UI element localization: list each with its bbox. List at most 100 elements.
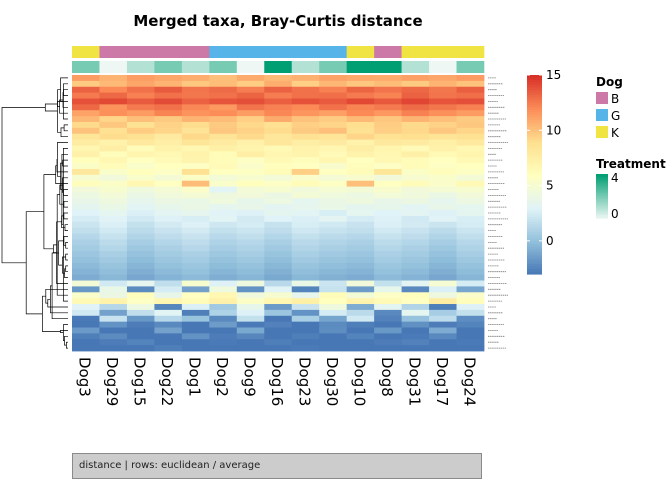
color-scale-tick-label: 10 (546, 123, 561, 137)
heatmap-cell (319, 333, 348, 340)
column-labels: Dog3 Dog29 Dog15 Dog22 Dog1 Dog2 Dog9 Dog16 Dog2… (76, 357, 479, 406)
dendrogram-branch (42, 295, 61, 332)
heatmap-cell (319, 239, 348, 246)
heatmap-cell (181, 121, 210, 129)
heatmap-cell (346, 215, 375, 223)
heatmap-cell (99, 333, 128, 340)
heatmap-cell (346, 333, 375, 340)
heatmap-cell (456, 151, 485, 158)
heatmap-cell (209, 245, 238, 252)
heatmap-cell (401, 121, 430, 129)
heatmap-cell (99, 298, 128, 305)
heatmap-cell (264, 186, 293, 193)
heatmap-cell (236, 157, 265, 164)
heatmap-cell (291, 215, 320, 223)
heatmap-cell (72, 280, 100, 287)
heatmap-cell (99, 86, 128, 94)
heatmap-cell (181, 227, 210, 234)
heatmap-cell (264, 286, 293, 293)
heatmap-cell (346, 298, 375, 305)
heatmap-cell (126, 298, 155, 305)
heatmap-cell (456, 327, 485, 334)
heatmap-cell (401, 239, 430, 246)
heatmap-cell (99, 309, 128, 317)
heatmap-cell (154, 110, 183, 117)
dog-annotation-cell (291, 46, 320, 58)
heatmap-cell (456, 168, 485, 176)
heatmap-cell (126, 333, 155, 340)
treatment-legend-segment (596, 212, 608, 215)
heatmap-cell (401, 180, 430, 187)
heatmap-cell (456, 192, 485, 199)
heatmap-cell (346, 157, 375, 164)
heatmap-cell (126, 110, 155, 117)
heatmap-cell (264, 221, 293, 229)
dog-annotation-cell (401, 46, 430, 58)
heatmap-cell (264, 268, 293, 276)
treatment-legend-segment (596, 176, 608, 179)
dog-legend-swatch (596, 126, 608, 138)
heatmap-cell (319, 116, 348, 123)
heatmap-cell (429, 304, 457, 311)
heatmap-cell (429, 286, 457, 293)
heatmap-cell (319, 192, 348, 199)
heatmap-cell (236, 221, 265, 229)
heatmap-cell (291, 286, 320, 293)
heatmap-cell (346, 145, 375, 152)
color-scale-segment (527, 251, 542, 255)
heatmap-cell (209, 292, 238, 299)
dendrogram-branch (44, 103, 58, 112)
heatmap-cell (346, 198, 375, 205)
heatmap-cell (126, 257, 155, 264)
heatmap-cell (236, 327, 265, 334)
heatmap-cell (264, 215, 293, 223)
heatmap-cell (72, 104, 100, 111)
heatmap-cell (264, 309, 293, 317)
heatmap-cell (209, 345, 238, 352)
heatmap-cell (264, 133, 293, 140)
heatmap-cell (346, 227, 375, 234)
heatmap-cell (99, 210, 128, 217)
heatmap-cell (181, 309, 210, 317)
heatmap-cell (99, 304, 128, 311)
heatmap-cell (154, 233, 183, 240)
heatmap-cell (291, 298, 320, 305)
color-scale-segment (527, 264, 542, 268)
heatmap-cell (456, 286, 485, 293)
heatmap-cell (291, 139, 320, 146)
heatmap-cell (401, 104, 430, 111)
heatmap-cell (126, 309, 155, 317)
color-scale-segment (527, 259, 542, 263)
heatmap-cell (456, 315, 485, 323)
heatmap-cell (99, 157, 128, 164)
heatmap-cell (291, 292, 320, 299)
heatmap-cell (429, 309, 457, 317)
heatmap-cell (154, 80, 183, 88)
heatmap-cell (319, 163, 348, 170)
heatmap-cell (374, 186, 402, 193)
heatmap-cell (291, 163, 320, 170)
heatmap-cell (319, 262, 348, 270)
heatmap-cell (264, 121, 293, 129)
heatmap-cell (374, 180, 402, 187)
heatmap-cell (456, 245, 485, 252)
color-scale-segment (527, 176, 542, 181)
heatmap-cell (209, 280, 238, 287)
heatmap-cell (319, 309, 348, 317)
heatmap-cell (154, 133, 183, 140)
heatmap-cell (181, 116, 210, 123)
heatmap-cell (236, 80, 265, 88)
heatmap-cell (236, 257, 265, 264)
heatmap-cell (126, 345, 155, 352)
dendrogram-branch (57, 142, 68, 177)
heatmap-cell (346, 80, 375, 88)
heatmap-cell (264, 239, 293, 246)
heatmap-cell (99, 233, 128, 240)
heatmap-cell (99, 116, 128, 123)
heatmap-cell (72, 245, 100, 252)
heatmap-cell (264, 327, 293, 334)
heatmap-cell (374, 268, 402, 276)
color-scale-segment (527, 129, 542, 133)
heatmap-cell (181, 239, 210, 246)
dog-annotation-bar (72, 46, 485, 58)
